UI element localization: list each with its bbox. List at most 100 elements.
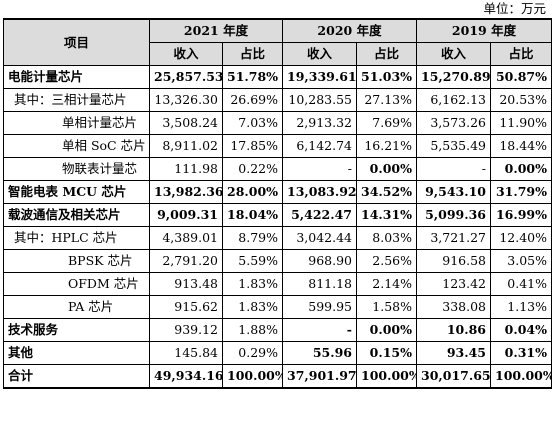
unit-label: 单位：万元	[483, 1, 546, 16]
cell-revenue-2019: 15,270.89	[416, 65, 491, 89]
cell-share-2020: 100.00%	[356, 364, 417, 389]
row-label: 其中：HPLC 芯片	[3, 226, 150, 250]
row-label: PA 芯片	[3, 295, 150, 319]
table-row: 单相计量芯片 3,508.24 7.03% 2,913.32 7.69% 3,5…	[3, 111, 552, 135]
cell-revenue-2020: -	[282, 157, 357, 181]
cell-share-2021: 18.04%	[222, 203, 283, 227]
table-row: 智能电表 MCU 芯片 13,982.36 28.00% 13,083.92 3…	[3, 180, 552, 204]
cell-share-2020: 0.00%	[356, 318, 417, 342]
cell-share-2019: 12.40%	[490, 226, 552, 250]
header-share: 占比	[222, 42, 283, 66]
row-label: 单相计量芯片	[3, 111, 150, 135]
cell-revenue-2019: -	[416, 157, 491, 181]
cell-revenue-2020: 6,142.74	[282, 134, 357, 158]
cell-share-2020: 34.52%	[356, 180, 417, 204]
table-row-total: 合计 49,934.16 100.00% 37,901.97 100.00% 3…	[3, 364, 552, 389]
cell-revenue-2019: 10.86	[416, 318, 491, 342]
table-row: 物联表计量芯 111.98 0.22% - 0.00% - 0.00%	[3, 157, 552, 181]
cell-revenue-2019: 6,162.13	[416, 88, 491, 112]
cell-share-2019: 0.00%	[490, 157, 552, 181]
row-label: BPSK 芯片	[3, 249, 150, 273]
cell-revenue-2020: 55.96	[282, 341, 357, 365]
cell-revenue-2019: 30,017.65	[416, 364, 491, 389]
cell-revenue-2020: 10,283.55	[282, 88, 357, 112]
cell-revenue-2020: 2,913.32	[282, 111, 357, 135]
cell-revenue-2021: 9,009.31	[149, 203, 223, 227]
table-row: 其中：三相计量芯片 13,326.30 26.69% 10,283.55 27.…	[3, 88, 552, 112]
header-share: 占比	[490, 42, 552, 66]
cell-share-2020: 27.13%	[356, 88, 417, 112]
cell-revenue-2021: 913.48	[149, 272, 223, 296]
cell-share-2019: 0.31%	[490, 341, 552, 365]
cell-share-2019: 0.04%	[490, 318, 552, 342]
row-label: 智能电表 MCU 芯片	[3, 180, 150, 204]
header-row-years: 项目 2021 年度 2020 年度 2019 年度	[3, 18, 552, 66]
table-row: OFDM 芯片 913.48 1.83% 811.18 2.14% 123.42…	[3, 272, 552, 296]
row-label: 电能计量芯片	[3, 65, 150, 89]
header-revenue: 收入	[149, 42, 223, 66]
table-row: 其他 145.84 0.29% 55.96 0.15% 93.45 0.31%	[3, 341, 552, 365]
cell-revenue-2019: 3,721.27	[416, 226, 491, 250]
cell-share-2019: 3.05%	[490, 249, 552, 273]
cell-revenue-2020: 599.95	[282, 295, 357, 319]
cell-share-2020: 7.69%	[356, 111, 417, 135]
cell-share-2020: 14.31%	[356, 203, 417, 227]
cell-share-2021: 1.88%	[222, 318, 283, 342]
cell-share-2019: 100.00%	[490, 364, 552, 389]
cell-revenue-2020: 968.90	[282, 249, 357, 273]
cell-revenue-2019: 916.58	[416, 249, 491, 273]
cell-revenue-2021: 2,791.20	[149, 249, 223, 273]
cell-share-2021: 17.85%	[222, 134, 283, 158]
row-label: 合计	[3, 364, 150, 389]
cell-share-2019: 18.44%	[490, 134, 552, 158]
cell-share-2019: 20.53%	[490, 88, 552, 112]
cell-revenue-2019: 3,573.26	[416, 111, 491, 135]
cell-revenue-2021: 3,508.24	[149, 111, 223, 135]
cell-share-2019: 11.90%	[490, 111, 552, 135]
table-row: BPSK 芯片 2,791.20 5.59% 968.90 2.56% 916.…	[3, 249, 552, 273]
cell-revenue-2021: 13,326.30	[149, 88, 223, 112]
row-label: 其中：三相计量芯片	[3, 88, 150, 112]
cell-share-2019: 31.79%	[490, 180, 552, 204]
cell-revenue-2020: -	[282, 318, 357, 342]
row-label: 其他	[3, 341, 150, 365]
header-year-2021: 2021 年度	[149, 18, 283, 43]
cell-revenue-2019: 5,099.36	[416, 203, 491, 227]
cell-revenue-2021: 939.12	[149, 318, 223, 342]
cell-revenue-2021: 145.84	[149, 341, 223, 365]
cell-revenue-2019: 123.42	[416, 272, 491, 296]
table-row: 技术服务 939.12 1.88% - 0.00% 10.86 0.04%	[3, 318, 552, 342]
cell-share-2021: 0.22%	[222, 157, 283, 181]
cell-share-2020: 8.03%	[356, 226, 417, 250]
cell-revenue-2020: 811.18	[282, 272, 357, 296]
cell-revenue-2021: 13,982.36	[149, 180, 223, 204]
cell-revenue-2021: 915.62	[149, 295, 223, 319]
cell-revenue-2021: 49,934.16	[149, 364, 223, 389]
table-row: PA 芯片 915.62 1.83% 599.95 1.58% 338.08 1…	[3, 295, 552, 319]
cell-share-2020: 2.56%	[356, 249, 417, 273]
table-row: 其中：HPLC 芯片 4,389.01 8.79% 3,042.44 8.03%…	[3, 226, 552, 250]
cell-share-2021: 1.83%	[222, 295, 283, 319]
cell-share-2021: 1.83%	[222, 272, 283, 296]
cell-revenue-2020: 3,042.44	[282, 226, 357, 250]
cell-share-2021: 100.00%	[222, 364, 283, 389]
table-row: 单相 SoC 芯片 8,911.02 17.85% 6,142.74 16.21…	[3, 134, 552, 158]
row-label: 载波通信及相关芯片	[3, 203, 150, 227]
header-share: 占比	[356, 42, 417, 66]
revenue-table-container: 项目 2021 年度 2020 年度 2019 年度 收入 占比 收入 占比 收…	[3, 18, 552, 389]
row-label: OFDM 芯片	[3, 272, 150, 296]
cell-share-2019: 0.41%	[490, 272, 552, 296]
revenue-table: 项目 2021 年度 2020 年度 2019 年度 收入 占比 收入 占比 收…	[3, 18, 552, 389]
cell-revenue-2020: 13,083.92	[282, 180, 357, 204]
cell-share-2020: 0.00%	[356, 157, 417, 181]
cell-share-2021: 7.03%	[222, 111, 283, 135]
cell-share-2021: 51.78%	[222, 65, 283, 89]
cell-share-2019: 1.13%	[490, 295, 552, 319]
header-revenue: 收入	[416, 42, 491, 66]
header-row-metrics: 收入 占比 收入 占比 收入 占比	[4, 42, 552, 66]
cell-revenue-2020: 19,339.61	[282, 65, 357, 89]
table-row: 载波通信及相关芯片 9,009.31 18.04% 5,422.47 14.31…	[3, 203, 552, 227]
cell-share-2019: 50.87%	[490, 65, 552, 89]
cell-revenue-2020: 37,901.97	[282, 364, 357, 389]
cell-revenue-2019: 9,543.10	[416, 180, 491, 204]
